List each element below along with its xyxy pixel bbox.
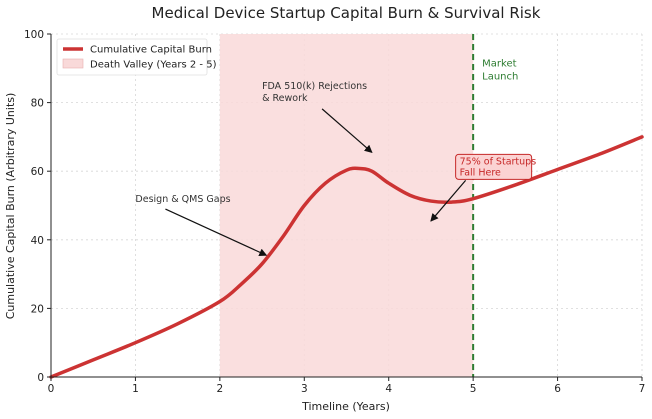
x-tick-label-4: 4	[385, 383, 392, 395]
annotation-survival-line1: 75% of Startups	[460, 156, 537, 167]
death-valley-region	[219, 34, 474, 377]
y-tick-label-2: 40	[31, 235, 44, 247]
market-launch-label-line1: Market	[482, 59, 516, 70]
x-tick-label-3: 3	[301, 383, 308, 395]
x-axis-label: Timeline (Years)	[301, 400, 390, 413]
annotation-design-arrow	[165, 208, 268, 256]
y-tick-label-5: 100	[24, 29, 44, 41]
x-tick-label-5: 5	[470, 383, 477, 395]
annotation-survival-arrow	[430, 179, 467, 222]
x-tick-label-1: 1	[132, 383, 139, 395]
y-tick-label-0: 0	[37, 372, 44, 384]
legend-swatch-death-valley	[62, 58, 84, 69]
annotation-survival-box	[455, 153, 533, 180]
y-tick-label-3: 60	[31, 166, 44, 178]
legend-label-capital-burn: Cumulative Capital Burn	[90, 45, 212, 56]
annotation-design-qms-gaps: Design & QMS Gaps	[135, 194, 230, 205]
market-launch-label-line2: Launch	[482, 71, 518, 82]
y-tick-label-4: 80	[31, 98, 44, 110]
legend-label-death-valley: Death Valley (Years 2 - 5)	[90, 60, 217, 71]
annotation-fda-line2: & Rework	[262, 93, 308, 104]
y-tick-label-1: 20	[31, 303, 44, 315]
x-tick-label-7: 7	[639, 383, 646, 395]
x-tick-label-2: 2	[217, 383, 224, 395]
legend-box	[56, 38, 208, 76]
chart-title: Medical Device Startup Capital Burn & Su…	[152, 4, 541, 22]
x-tick-label-0: 0	[48, 383, 55, 395]
y-axis-label: Cumulative Capital Burn (Arbitrary Units…	[4, 93, 17, 320]
series-line-capital-burn	[49, 135, 644, 379]
annotation-fda-arrow	[321, 108, 373, 153]
x-tick-label-6: 6	[554, 383, 561, 395]
annotation-fda-line1: FDA 510(k) Rejections	[262, 81, 367, 92]
annotation-survival-line2: Fall Here	[460, 167, 501, 178]
